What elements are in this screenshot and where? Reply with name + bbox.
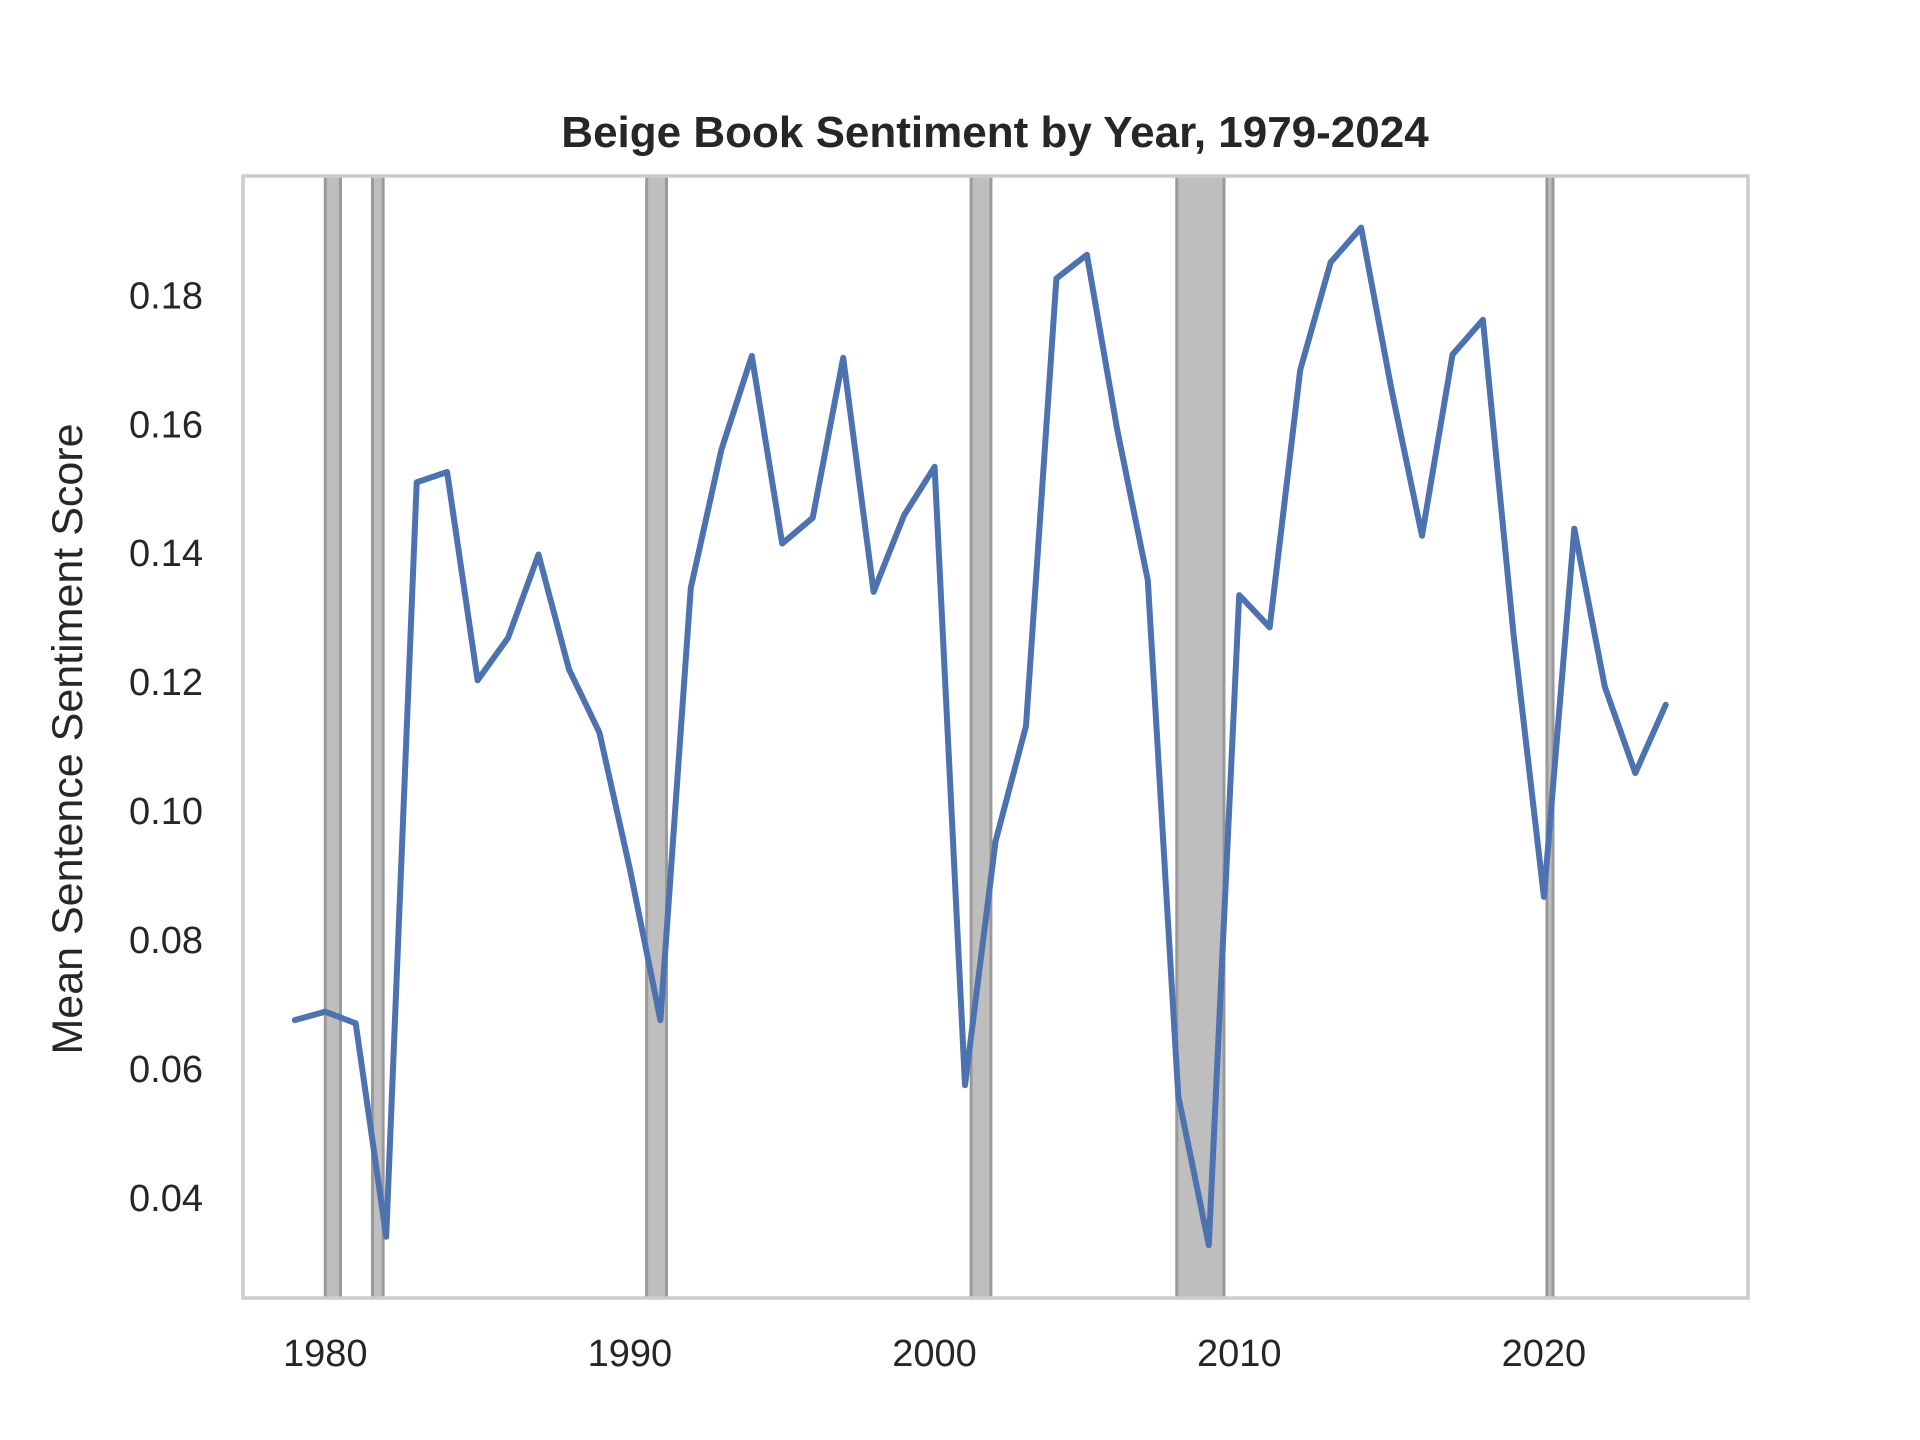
x-tick-label-2020: 2020 bbox=[1502, 1333, 1587, 1375]
y-tick-label-0.06: 0.06 bbox=[129, 1049, 203, 1091]
y-tick-labels: 0.04 0.06 0.08 0.10 0.12 0.14 0.16 0.18 bbox=[129, 275, 203, 1220]
y-tick-label-0.08: 0.08 bbox=[129, 920, 203, 962]
x-tick-labels: 1980 1990 2000 2010 2020 bbox=[283, 1333, 1586, 1375]
recession-band-0 bbox=[323, 174, 342, 1300]
y-tick-label-0.18: 0.18 bbox=[129, 275, 203, 317]
recession-band-1 bbox=[370, 174, 385, 1300]
y-tick-label-0.12: 0.12 bbox=[129, 662, 203, 704]
x-tick-label-1980: 1980 bbox=[283, 1333, 368, 1375]
data-series bbox=[291, 224, 1669, 1249]
y-axis-label: Mean Sentence Sentiment Score bbox=[44, 423, 92, 1054]
y-tick-label-0.10: 0.10 bbox=[129, 791, 203, 833]
plot-frame bbox=[241, 174, 1750, 1300]
y-tick-label-0.14: 0.14 bbox=[129, 533, 203, 575]
x-tick-label-2010: 2010 bbox=[1197, 1333, 1282, 1375]
recession-band-2 bbox=[645, 174, 668, 1300]
recession-band-5 bbox=[1545, 174, 1555, 1300]
y-tick-label-0.04: 0.04 bbox=[129, 1178, 203, 1220]
y-tick-label-0.16: 0.16 bbox=[129, 404, 203, 446]
x-tick-label-2000: 2000 bbox=[892, 1333, 977, 1375]
chart-title: Beige Book Sentiment by Year, 1979-2024 bbox=[561, 108, 1429, 157]
recession-band-3 bbox=[969, 174, 993, 1300]
x-tick-label-1990: 1990 bbox=[588, 1333, 673, 1375]
series-line-0 bbox=[291, 224, 1669, 1249]
